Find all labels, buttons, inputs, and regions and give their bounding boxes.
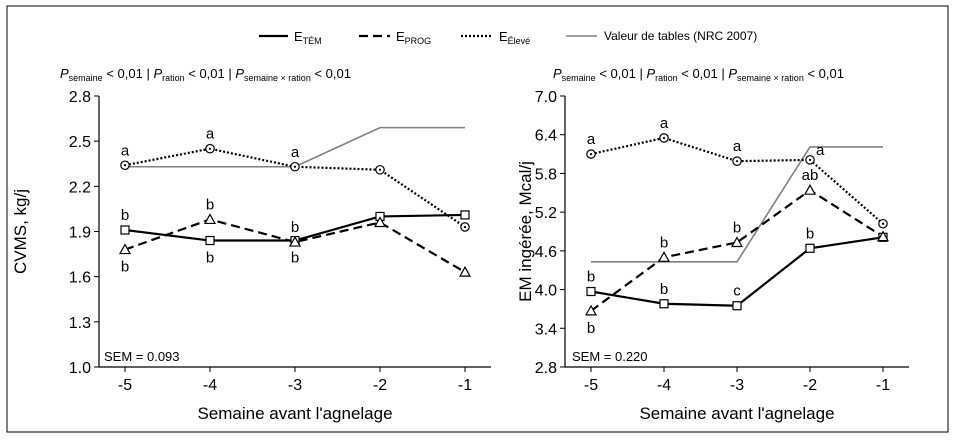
y-axis-label: CVMS, kg/j bbox=[11, 189, 30, 274]
panel-cvms: Psemaine < 0,01 | Pration < 0,01 | Psema… bbox=[11, 66, 491, 423]
marker-circle-dot bbox=[735, 160, 739, 163]
x-tick-label: -5 bbox=[118, 377, 132, 394]
significance-letter: c bbox=[733, 283, 741, 300]
x-tick-label: -2 bbox=[373, 377, 387, 394]
significance-letter: b bbox=[291, 250, 299, 267]
y-tick-label: 5.2 bbox=[535, 205, 557, 222]
y-tick-label: 7.0 bbox=[535, 89, 557, 106]
marker-circle-dot bbox=[208, 147, 212, 150]
panel-em-ingeree: Psemaine < 0,01 | Pration < 0,01 | Psema… bbox=[516, 66, 909, 423]
marker-circle-dot bbox=[463, 225, 467, 229]
y-tick-label: 2.8 bbox=[535, 360, 557, 377]
significance-letter: b bbox=[587, 269, 595, 286]
figure-border bbox=[6, 5, 949, 433]
marker-triangle bbox=[803, 183, 817, 195]
sem-label: SEM = 0.093 bbox=[104, 349, 180, 364]
marker-triangle bbox=[584, 304, 598, 316]
marker-triangle bbox=[203, 213, 217, 225]
significance-letter: b bbox=[587, 320, 595, 337]
y-tick-label: 1.6 bbox=[69, 270, 91, 287]
x-tick-label: -1 bbox=[458, 377, 472, 394]
marker-circle-dot bbox=[123, 164, 127, 167]
significance-letter: b bbox=[806, 225, 814, 242]
x-tick-label: -3 bbox=[730, 377, 744, 394]
legend-label: Valeur de tables (NRC 2007) bbox=[604, 29, 757, 43]
y-tick-label: 1.3 bbox=[69, 315, 91, 332]
marker-square bbox=[732, 301, 742, 311]
y-tick-label: 2.2 bbox=[69, 179, 91, 196]
series-line-dashed bbox=[124, 218, 466, 274]
marker-square bbox=[659, 299, 669, 309]
marker-square bbox=[205, 235, 215, 246]
marker-triangle bbox=[657, 251, 671, 262]
marker-triangle bbox=[876, 230, 890, 242]
marker-triangle bbox=[373, 216, 387, 228]
x-tick-label: -4 bbox=[657, 377, 671, 394]
y-tick-label: 6.4 bbox=[535, 128, 557, 145]
marker-triangle bbox=[118, 243, 132, 255]
significance-letter: b bbox=[291, 219, 299, 236]
y-tick-label: 1.9 bbox=[69, 225, 91, 242]
legend: ETÉM EPROG EÉlevé Valeur de tables (NRC 200… bbox=[259, 29, 757, 46]
legend-label: ETÉM bbox=[294, 29, 322, 46]
significance-letter: b bbox=[206, 196, 214, 213]
y-tick-label: 4.0 bbox=[535, 283, 557, 300]
significance-letter: a bbox=[733, 138, 742, 155]
x-axis-label: Semaine avant l'agnelage bbox=[639, 404, 834, 423]
x-tick-label: -5 bbox=[584, 377, 598, 394]
significance-letter: a bbox=[816, 142, 825, 159]
marker-circle-dot bbox=[378, 168, 382, 171]
marker-triangle bbox=[730, 236, 744, 248]
stats-line: Psemaine < 0,01 | Pration < 0,01 | Psema… bbox=[553, 66, 844, 83]
marker-square bbox=[805, 243, 815, 253]
significance-letter: a bbox=[121, 142, 130, 159]
significance-letter: b bbox=[206, 250, 214, 267]
significance-letter: a bbox=[206, 126, 215, 143]
x-axis-label: Semaine avant l'agnelage bbox=[197, 404, 392, 423]
marker-circle-dot bbox=[881, 222, 885, 225]
marker-circle-dot bbox=[808, 158, 812, 161]
y-tick-label: 1.0 bbox=[69, 360, 91, 377]
x-tick-label: -1 bbox=[876, 377, 890, 394]
y-axis-label: EM ingérée, Mcal/j bbox=[516, 161, 535, 302]
y-tick-label: 2.8 bbox=[69, 89, 91, 106]
marker-triangle bbox=[458, 265, 472, 277]
series-line-dotted bbox=[590, 136, 884, 225]
legend-label: EÉlevé bbox=[499, 29, 530, 46]
significance-letter: ab bbox=[802, 167, 819, 184]
y-tick-label: 4.6 bbox=[535, 244, 557, 261]
legend-label: EPROG bbox=[396, 29, 431, 46]
significance-letter: a bbox=[587, 131, 596, 148]
marker-circle-dot bbox=[662, 136, 666, 140]
significance-letter: a bbox=[660, 115, 669, 132]
x-tick-label: -3 bbox=[288, 377, 302, 394]
y-tick-label: 5.8 bbox=[535, 166, 557, 183]
marker-circle-dot bbox=[293, 165, 297, 168]
series-line-dashed bbox=[590, 188, 884, 312]
marker-square bbox=[586, 286, 596, 297]
marker-triangle bbox=[288, 235, 302, 247]
marker-square bbox=[460, 210, 470, 220]
marker-circle-dot bbox=[589, 152, 593, 156]
significance-letter: b bbox=[660, 234, 668, 251]
sem-label: SEM = 0.220 bbox=[572, 349, 648, 364]
significance-letter: b bbox=[121, 207, 129, 224]
y-tick-label: 2.5 bbox=[69, 134, 91, 151]
stats-line: Psemaine < 0,01 | Pration < 0,01 | Psema… bbox=[60, 66, 351, 83]
significance-letter: b bbox=[733, 219, 741, 236]
significance-letter: b bbox=[660, 281, 668, 298]
x-tick-label: -4 bbox=[203, 377, 217, 394]
marker-square bbox=[120, 225, 130, 235]
y-tick-label: 3.4 bbox=[535, 321, 557, 338]
significance-letter: a bbox=[291, 144, 300, 161]
x-tick-label: -2 bbox=[803, 377, 817, 394]
significance-letter: b bbox=[121, 259, 129, 276]
series-line-gray bbox=[125, 126, 465, 168]
